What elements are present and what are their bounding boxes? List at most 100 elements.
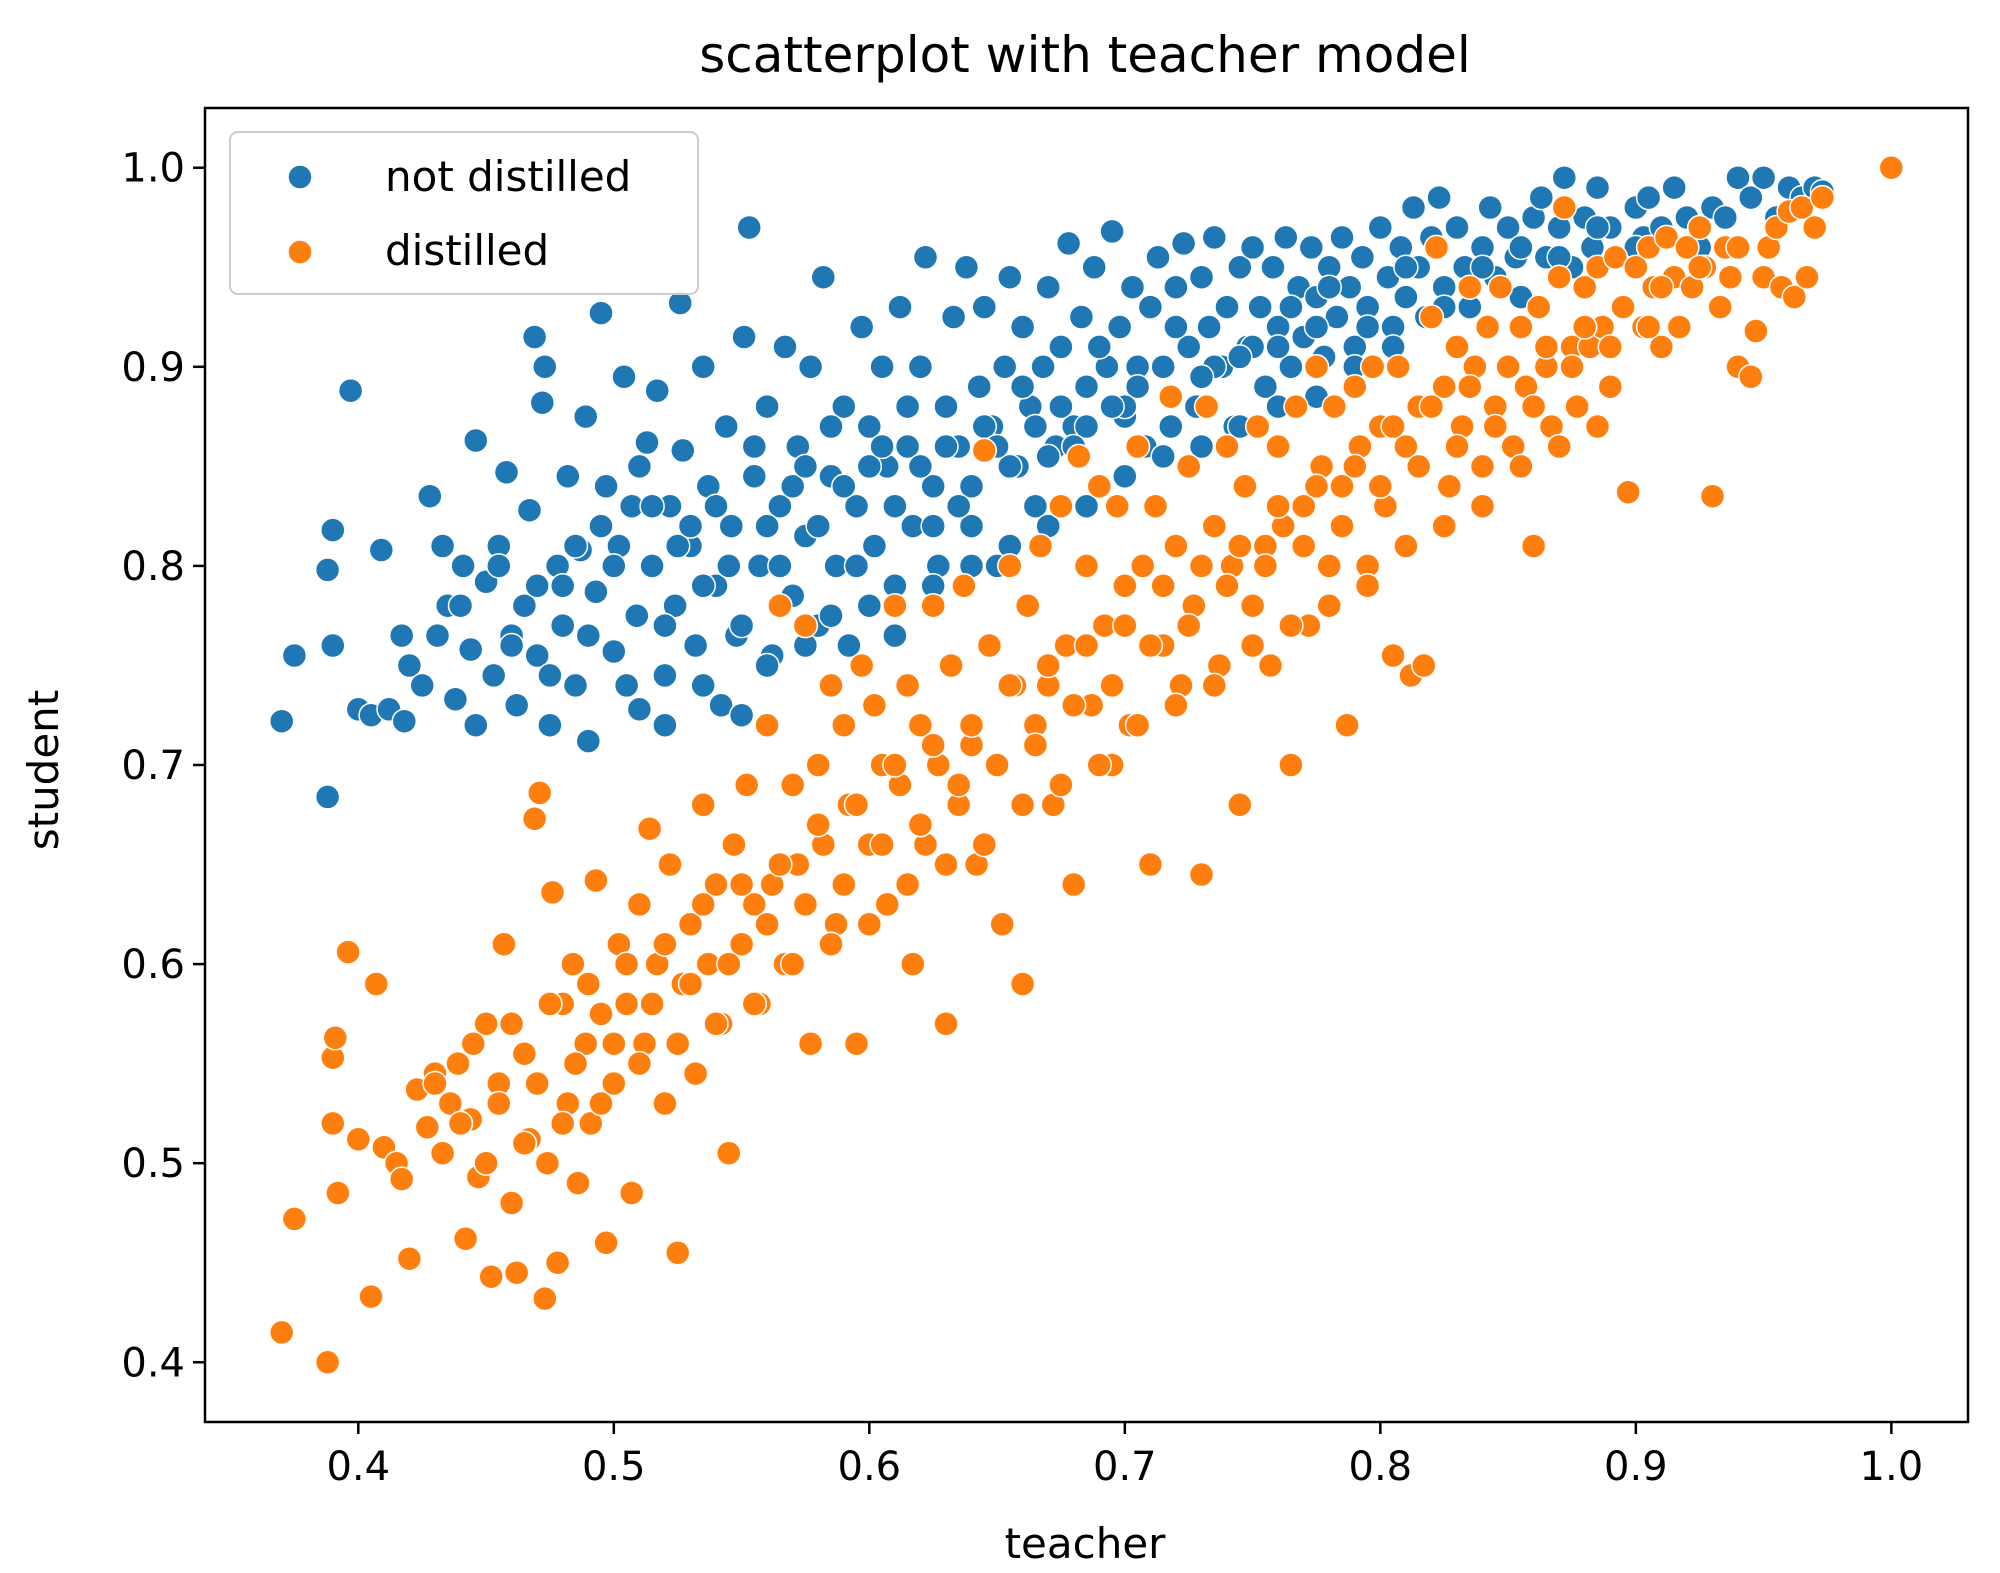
scatter-point bbox=[572, 1030, 599, 1057]
scatter-point bbox=[831, 393, 857, 420]
scatter-point bbox=[1457, 373, 1483, 400]
scatter-point bbox=[1635, 314, 1662, 340]
scatter-point bbox=[971, 437, 998, 464]
scatter-point bbox=[450, 553, 476, 579]
scatter-point bbox=[690, 792, 716, 818]
scatter-point bbox=[1119, 274, 1146, 300]
x-tick-label: 0.8 bbox=[1349, 1444, 1413, 1490]
scatter-point bbox=[1743, 318, 1769, 344]
scatter-point bbox=[690, 573, 716, 599]
scatter-point bbox=[690, 354, 716, 380]
scatter-point bbox=[1597, 334, 1624, 360]
scatter-point bbox=[1321, 393, 1348, 420]
scatter-point bbox=[478, 1263, 504, 1290]
scatter-point bbox=[388, 1166, 415, 1192]
scatter-point bbox=[1393, 284, 1419, 310]
scatter-point bbox=[920, 473, 946, 500]
scatter-point bbox=[677, 513, 704, 539]
scatter-point bbox=[767, 553, 793, 579]
x-tick-label: 0.7 bbox=[1093, 1444, 1157, 1490]
scatter-point bbox=[1227, 533, 1253, 559]
scatter-point bbox=[555, 463, 581, 490]
scatter-points bbox=[268, 154, 1905, 1376]
scatter-point bbox=[1073, 553, 1100, 579]
scatter-point bbox=[976, 632, 1003, 659]
scatter-point bbox=[639, 553, 665, 579]
legend-label-not-distilled: not distilled bbox=[385, 152, 631, 201]
scatter-point bbox=[1444, 433, 1470, 460]
scatter-point bbox=[1163, 314, 1189, 340]
y-tick-label: 0.8 bbox=[121, 544, 185, 590]
scatter-point bbox=[486, 553, 512, 579]
scatter-point bbox=[856, 592, 883, 619]
scatter-point bbox=[583, 579, 609, 605]
scatter-point bbox=[953, 254, 980, 281]
scatter-point bbox=[831, 871, 857, 898]
scatter-point bbox=[335, 939, 361, 965]
scatter-point bbox=[337, 377, 364, 404]
scatter-point bbox=[503, 1259, 530, 1286]
scatter-point bbox=[521, 806, 548, 832]
scatter-point bbox=[1193, 393, 1220, 420]
scatter-point bbox=[593, 473, 619, 500]
scatter-point bbox=[1324, 304, 1350, 330]
scatter-point bbox=[503, 692, 530, 719]
scatter-point bbox=[1060, 692, 1087, 719]
scatter-point bbox=[1367, 473, 1394, 500]
scatter-point bbox=[480, 662, 507, 689]
scatter-point bbox=[1878, 154, 1905, 181]
scatter-point bbox=[1686, 214, 1713, 241]
scatter-point bbox=[728, 612, 755, 639]
scatter-point bbox=[1316, 274, 1342, 300]
scatter-point bbox=[537, 712, 563, 738]
scatter-point bbox=[690, 891, 716, 918]
scatter-point bbox=[281, 642, 308, 669]
scatter-point bbox=[511, 592, 538, 619]
scatter-point bbox=[1781, 284, 1808, 310]
scatter-point bbox=[562, 672, 589, 699]
scatter-point bbox=[1354, 314, 1381, 340]
scatter-point bbox=[549, 612, 576, 639]
scatter-point bbox=[1163, 274, 1189, 300]
scatter-point bbox=[894, 672, 921, 699]
scatter-point bbox=[933, 433, 959, 460]
scatter-point bbox=[1150, 443, 1176, 470]
y-tick-label: 0.6 bbox=[121, 942, 185, 988]
scatter-point bbox=[1170, 230, 1197, 257]
scatter-point bbox=[447, 592, 474, 619]
scatter-point bbox=[1188, 861, 1215, 888]
scatter-point bbox=[831, 712, 857, 738]
scatter-point bbox=[1584, 413, 1611, 440]
scatter-point bbox=[1551, 164, 1578, 191]
scatter-point bbox=[1201, 224, 1228, 251]
scatter-point bbox=[1278, 294, 1304, 320]
scatter-point bbox=[1145, 244, 1171, 271]
scatter-point bbox=[549, 573, 576, 599]
scatter-point bbox=[677, 971, 704, 997]
scatter-point bbox=[1283, 393, 1309, 420]
scatter-point bbox=[664, 1030, 691, 1057]
scatter-point bbox=[843, 493, 870, 519]
scatter-point bbox=[1571, 314, 1598, 340]
scatter-point bbox=[1648, 274, 1675, 300]
scatter-point bbox=[945, 772, 972, 798]
scatter-point bbox=[1163, 533, 1189, 559]
scatter-point bbox=[1487, 274, 1514, 300]
scatter-point bbox=[1158, 413, 1184, 440]
scatter-point bbox=[836, 632, 862, 659]
scatter-point bbox=[754, 652, 780, 679]
scatter-point bbox=[1150, 573, 1176, 599]
scatter-point bbox=[498, 1190, 525, 1216]
scatter-point bbox=[754, 393, 780, 420]
scatter-point bbox=[736, 214, 762, 241]
scatter-point bbox=[767, 493, 793, 519]
scatter-point bbox=[549, 1110, 576, 1137]
scatter-point bbox=[1227, 254, 1253, 281]
scatter-point bbox=[718, 513, 745, 539]
y-tick-label: 0.7 bbox=[121, 743, 185, 789]
scatter-point bbox=[797, 354, 824, 380]
scatter-point bbox=[1666, 314, 1693, 340]
scatter-point bbox=[869, 831, 895, 858]
scatter-point bbox=[539, 879, 566, 906]
scatter-point bbox=[1260, 254, 1286, 281]
